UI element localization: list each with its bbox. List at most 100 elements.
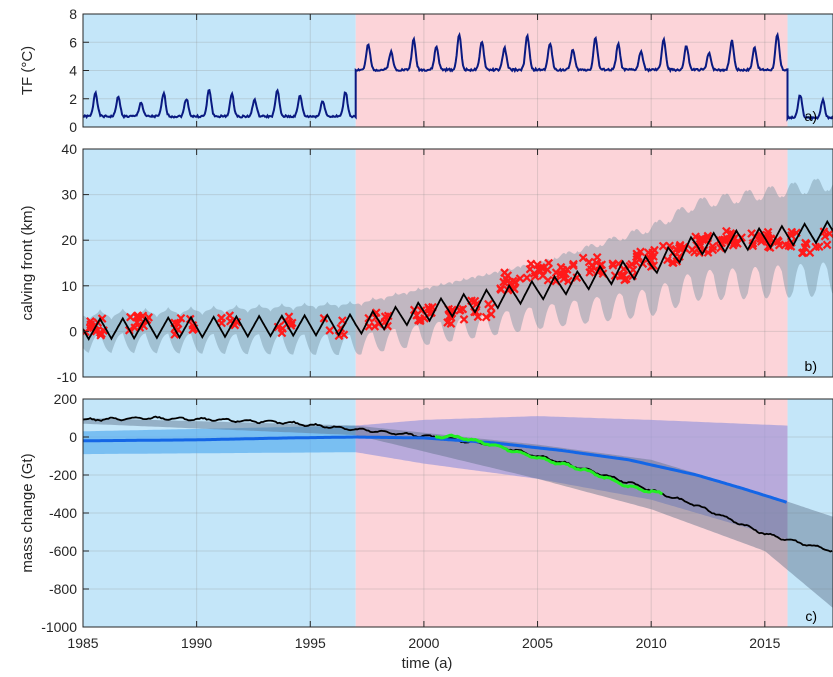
panel-2-plot	[83, 149, 833, 377]
y-axis-label: mass change (Gt)	[19, 453, 36, 572]
observation-marker	[561, 269, 570, 279]
observation-marker	[822, 240, 832, 250]
y-tick-label: -800	[49, 581, 77, 597]
observation-marker	[663, 255, 672, 265]
observation-marker	[486, 309, 496, 319]
observation-marker	[374, 319, 384, 329]
observation-marker	[536, 263, 546, 272]
y-tick-label: 8	[69, 6, 77, 22]
observation-marker	[672, 257, 682, 266]
observation-marker	[708, 242, 718, 251]
observation-marker	[592, 252, 602, 262]
mass-series-line	[434, 433, 663, 496]
y-axis-label: calving front (km)	[19, 205, 36, 320]
y-tick-label: 200	[54, 391, 78, 407]
y-tick-label: 0	[69, 429, 77, 445]
y-tick-label: -200	[49, 467, 77, 483]
observation-marker	[176, 313, 186, 323]
y-tick-label: -10	[57, 369, 77, 385]
y-tick-label: 6	[69, 34, 77, 50]
observation-marker	[632, 249, 642, 259]
observation-marker	[805, 248, 815, 258]
panel-1-plot	[83, 14, 833, 127]
observation-marker	[459, 315, 469, 324]
observation-marker	[444, 311, 454, 321]
x-tick-label: 1985	[67, 635, 98, 651]
observation-marker	[277, 328, 287, 338]
observation-marker	[134, 313, 144, 323]
observation-marker	[586, 265, 596, 274]
observation-marker	[780, 240, 790, 250]
x-tick-label: 2010	[636, 635, 667, 651]
observation-marker	[578, 253, 588, 263]
observation-marker	[132, 317, 142, 327]
axes-frame	[82, 148, 833, 378]
period-background	[787, 399, 833, 627]
mass-uncertainty-band	[355, 416, 788, 540]
calving-model-line	[83, 219, 833, 341]
x-tick-label: 2000	[408, 635, 439, 651]
observation-marker	[499, 277, 509, 287]
y-tick-label: 10	[61, 278, 77, 294]
observation-marker	[412, 310, 422, 320]
x-tick-label: 1995	[295, 635, 326, 651]
observation-marker	[413, 315, 423, 325]
x-axis-label: time (a)	[402, 655, 453, 672]
x-tick-label: 2005	[522, 635, 553, 651]
observation-marker	[658, 241, 668, 251]
observation-marker	[538, 271, 548, 280]
x-tick-label: 2015	[749, 635, 780, 651]
observation-marker	[225, 311, 235, 320]
observation-marker	[325, 326, 335, 335]
period-background	[787, 149, 833, 377]
observation-marker	[216, 313, 226, 323]
y-tick-label: -600	[49, 543, 77, 559]
y-tick-label: 4	[69, 63, 77, 79]
observation-marker	[522, 273, 532, 283]
period-background	[83, 14, 356, 127]
observation-marker	[496, 285, 506, 294]
observation-marker	[458, 304, 468, 314]
observation-marker	[500, 268, 509, 278]
observation-marker	[798, 248, 808, 257]
observation-marker	[621, 274, 631, 284]
observation-marker	[733, 239, 742, 248]
panel-label: a)	[805, 108, 817, 124]
panel-3-plot	[83, 399, 833, 627]
observation-marker	[722, 226, 731, 236]
panel-label: c)	[805, 608, 817, 624]
y-tick-label: 30	[61, 187, 77, 203]
observation-marker	[697, 234, 707, 244]
observation-marker	[96, 330, 106, 340]
y-tick-label: 0	[69, 323, 77, 339]
observation-marker	[371, 308, 381, 318]
observation-marker	[608, 260, 618, 270]
mass-uncertainty-band	[83, 418, 833, 608]
observation-marker	[569, 259, 578, 269]
observation-marker	[515, 274, 525, 283]
observation-marker	[544, 258, 554, 268]
observation-marker	[690, 247, 699, 257]
y-tick-label: 0	[69, 119, 77, 135]
y-tick-label: 2	[69, 91, 77, 107]
observation-marker	[486, 303, 496, 312]
period-background	[83, 149, 356, 377]
observation-marker	[525, 264, 535, 274]
mass-series-line	[83, 435, 788, 504]
y-tick-label: -400	[49, 505, 77, 521]
observation-marker	[787, 227, 797, 237]
y-tick-label: -1000	[41, 619, 77, 635]
observation-marker	[481, 312, 491, 322]
observation-marker	[675, 240, 685, 250]
y-tick-label: 20	[61, 232, 77, 248]
panel-label: b)	[805, 358, 817, 374]
observation-marker	[814, 242, 824, 252]
y-tick-label: 40	[61, 141, 77, 157]
observation-marker	[584, 257, 594, 267]
observation-marker	[643, 248, 653, 258]
tf-series-line	[83, 31, 833, 122]
observation-marker	[631, 258, 641, 267]
observation-marker	[443, 318, 452, 327]
x-tick-label: 1990	[181, 635, 212, 651]
